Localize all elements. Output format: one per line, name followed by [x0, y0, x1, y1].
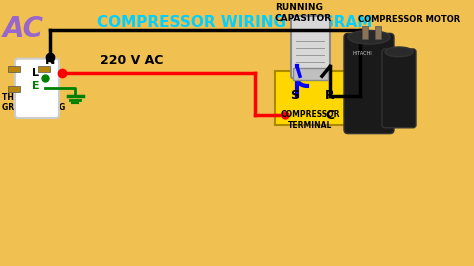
Text: HITACHI: HITACHI [352, 51, 372, 91]
Bar [275, 71, 345, 125]
Text: COMPRESSOR
TERMINAL: COMPRESSOR TERMINAL [280, 110, 340, 130]
Text: L: L [32, 68, 39, 78]
Text: RUNNING
CAPASITOR: RUNNING CAPASITOR [275, 3, 332, 23]
Text: COMPRESSOR WIRING DIAGRAM: COMPRESSOR WIRING DIAGRAM [97, 15, 373, 30]
Bar [8, 86, 20, 92]
Text: 220 V AC: 220 V AC [100, 54, 164, 67]
FancyBboxPatch shape [291, 16, 330, 78]
Text: COMPRESSOR MOTOR: COMPRESSOR MOTOR [358, 15, 460, 24]
Bar [362, 26, 368, 39]
Bar [38, 66, 50, 72]
Text: N: N [45, 54, 55, 67]
Text: E: E [32, 81, 40, 91]
Text: THREE PIN
GROUND PLUG: THREE PIN GROUND PLUG [2, 93, 65, 112]
Text: AC: AC [3, 15, 44, 43]
FancyBboxPatch shape [382, 49, 416, 128]
Text: C: C [325, 109, 334, 122]
FancyBboxPatch shape [15, 59, 59, 118]
Bar [293, 68, 328, 80]
Text: S: S [290, 89, 299, 102]
Ellipse shape [348, 30, 390, 44]
Text: R: R [325, 89, 335, 102]
Bar [375, 26, 381, 39]
Ellipse shape [385, 47, 413, 57]
Bar [8, 66, 20, 72]
FancyBboxPatch shape [344, 33, 394, 134]
